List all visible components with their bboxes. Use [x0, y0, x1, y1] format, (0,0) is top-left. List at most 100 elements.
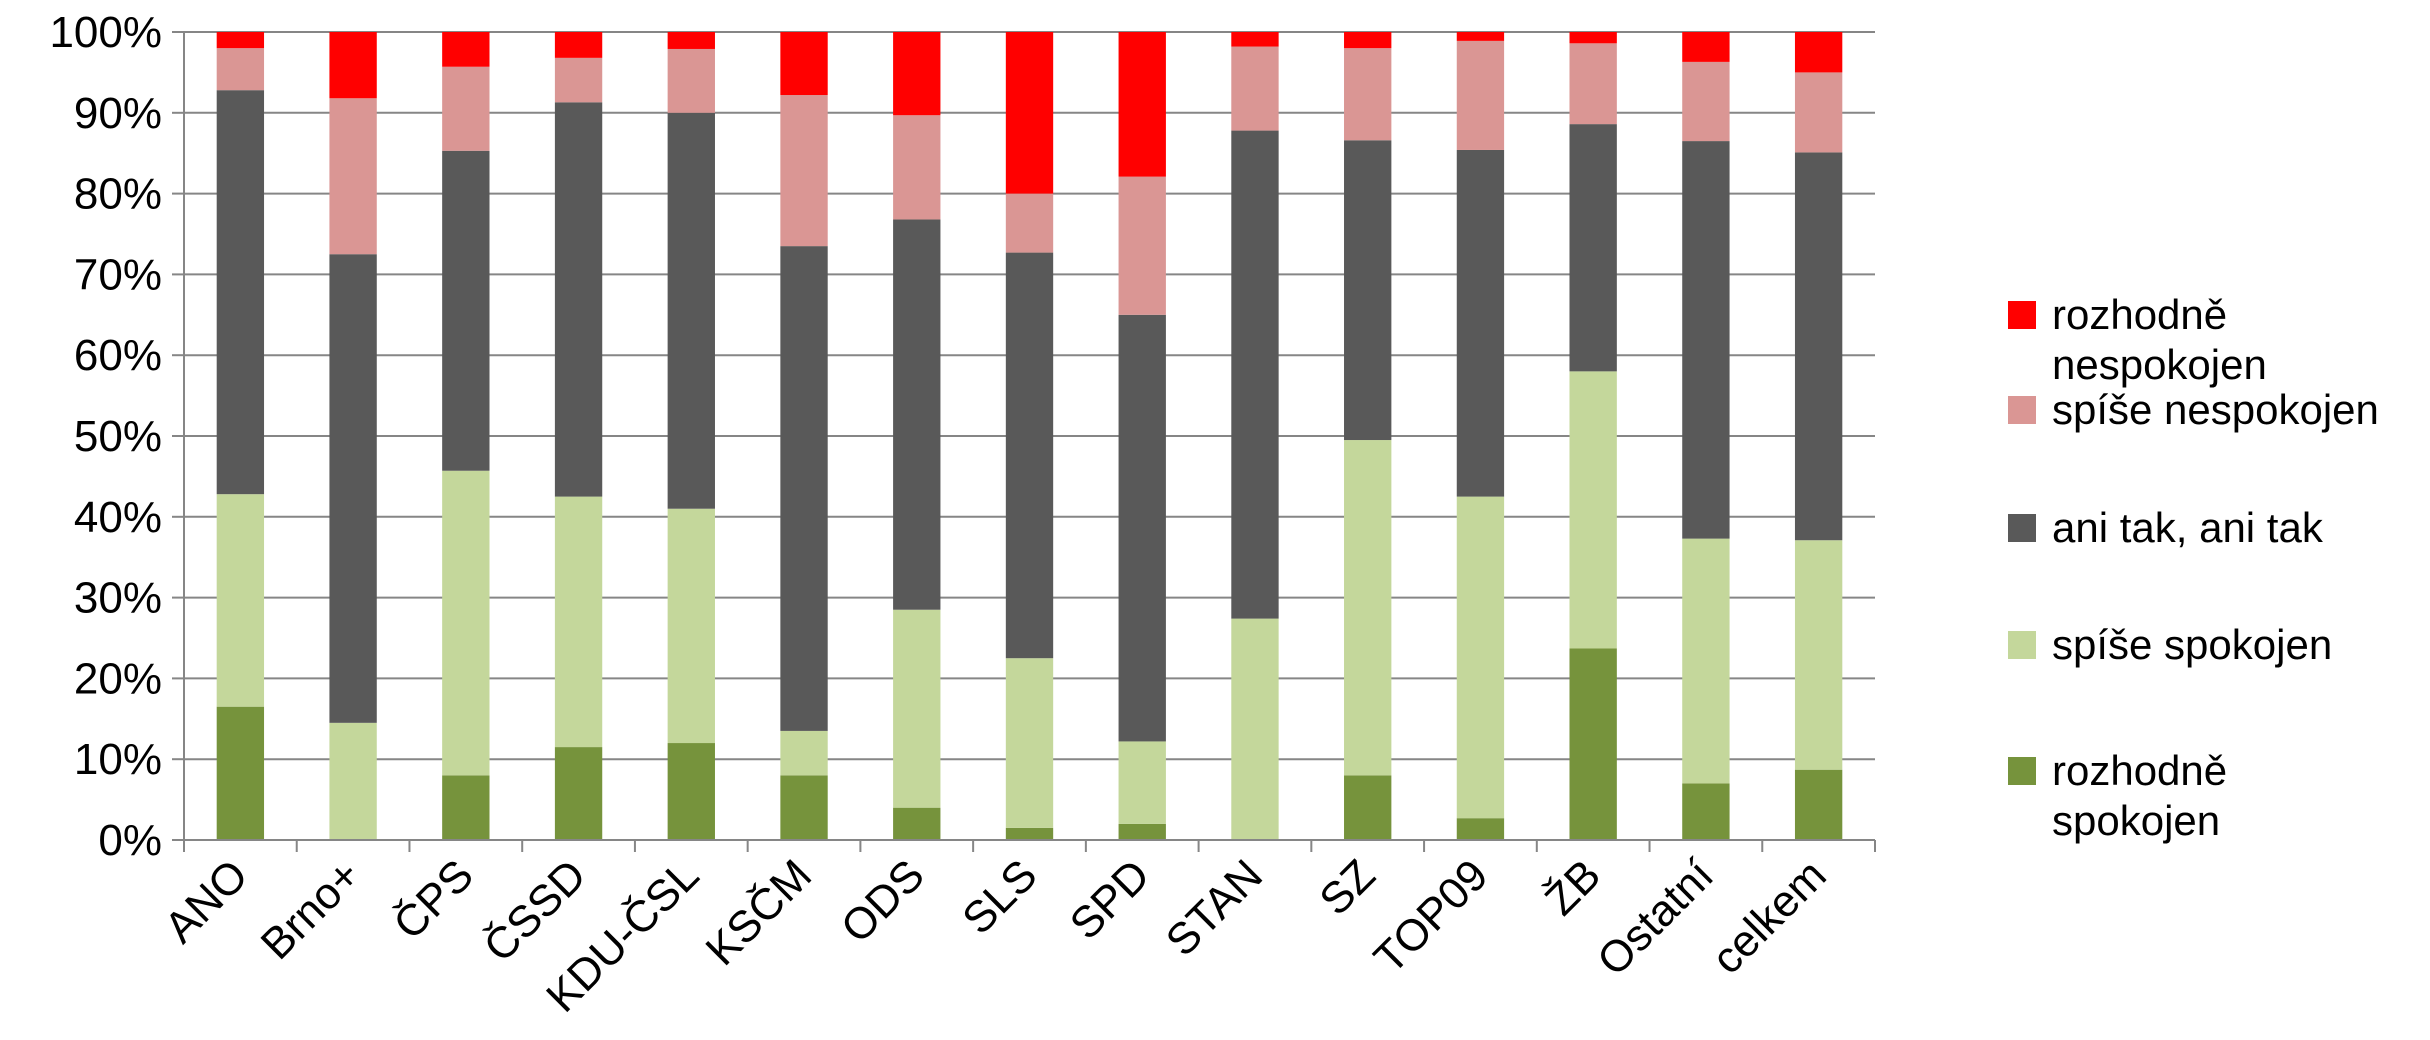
y-tick-label: 80% — [74, 170, 162, 219]
bar-segment — [1118, 823, 1166, 840]
legend-item: rozhodně spokojen — [2008, 747, 2227, 844]
bar-segment — [329, 254, 377, 723]
x-category-label: celkem — [1703, 850, 1836, 983]
legend-label: rozhodně spokojen — [2052, 747, 2227, 844]
bar-segment — [329, 32, 377, 99]
bar-segment — [1344, 775, 1392, 840]
bar-segment — [1456, 32, 1505, 41]
bar-segment — [1344, 48, 1392, 141]
bar-segment — [667, 48, 715, 113]
legend-swatch — [2008, 301, 2036, 329]
bar-segment — [893, 32, 941, 116]
legend-item: rozhodně nespokojen — [2008, 291, 2267, 388]
bar-segment — [1794, 152, 1843, 541]
bar-segment — [442, 150, 490, 471]
bar-segment — [442, 470, 490, 776]
bar-segment — [1569, 124, 1617, 372]
bar-segment — [1231, 32, 1279, 47]
bar-segment — [216, 706, 265, 840]
x-category-label: SZ — [1310, 850, 1384, 924]
x-category-label: Ostatní — [1588, 850, 1723, 985]
bar-segment — [1682, 783, 1730, 840]
y-tick-label: 20% — [74, 654, 162, 703]
x-category-label: SPD — [1061, 850, 1160, 949]
bar-segment — [554, 57, 603, 103]
bar-segment — [893, 115, 941, 220]
bar-segment — [1456, 40, 1505, 150]
bar-segment — [1344, 140, 1392, 441]
bar-segment — [1231, 618, 1279, 840]
bar-segment — [1682, 32, 1730, 62]
bar-segment — [667, 32, 715, 49]
legend-swatch — [2008, 757, 2036, 785]
bar-segment — [1456, 149, 1505, 497]
x-category-label: ANO — [155, 850, 257, 952]
bar-segment — [1456, 496, 1505, 819]
bar-segment — [216, 90, 265, 495]
bar-segment — [893, 807, 941, 840]
bar-segment — [1118, 176, 1166, 315]
bar-segment — [780, 246, 828, 731]
bar-segment — [780, 775, 828, 840]
bar-segment — [554, 102, 603, 497]
x-category-label: TOP09 — [1365, 850, 1498, 983]
legend-swatch — [2008, 396, 2036, 424]
bar-segment — [216, 48, 265, 91]
bar-segment — [1005, 193, 1054, 253]
bar-segment — [329, 722, 377, 840]
y-tick-label: 60% — [74, 331, 162, 380]
bar-segment — [1794, 769, 1843, 840]
bar-segment — [442, 66, 490, 151]
y-axis-ticks: 0% 10% 20% 30% 40% 50% 60% 70% 80% 90% 100% — [49, 8, 184, 865]
bar-segment — [554, 496, 603, 748]
bar-segment — [1794, 540, 1843, 770]
y-tick-label: 40% — [74, 493, 162, 542]
bar-segment — [667, 112, 715, 509]
bar-segment — [780, 32, 828, 96]
legend-item: spíše nespokojen — [2008, 386, 2379, 433]
y-tick-label: 70% — [74, 250, 162, 299]
bar-segment — [1344, 32, 1392, 49]
bar-segment — [1682, 141, 1730, 539]
y-tick-label: 0% — [98, 816, 162, 865]
bar-segment — [216, 494, 265, 707]
bar-segment — [1005, 658, 1054, 828]
bar-segment — [1005, 252, 1054, 659]
bar-segment — [1682, 61, 1730, 142]
bar-segment — [780, 730, 828, 776]
x-category-label: ČPS — [384, 850, 483, 949]
bar-segment — [1569, 43, 1617, 125]
y-tick-label: 50% — [74, 412, 162, 461]
y-tick-label: 30% — [74, 574, 162, 623]
bar-segment — [1005, 827, 1054, 840]
bar-segment — [1569, 371, 1617, 649]
bar-segment — [554, 32, 603, 58]
bar-segment — [1005, 32, 1054, 194]
bar-segment — [1569, 32, 1617, 44]
legend-label: rozhodně nespokojen — [2052, 291, 2267, 388]
legend-item: spíše spokojen — [2008, 621, 2332, 668]
bar-segment — [442, 775, 490, 840]
y-tick-label: 90% — [74, 89, 162, 138]
legend-item: ani tak, ani tak — [2008, 504, 2324, 551]
legend-label: ani tak, ani tak — [2052, 504, 2324, 551]
x-category-label: KSČM — [696, 850, 821, 975]
bar-segment — [442, 32, 490, 67]
x-category-label: SLS — [953, 850, 1046, 943]
x-category-label: ŽB — [1536, 850, 1610, 924]
bar-segment — [1118, 314, 1166, 742]
legend-label: spíše nespokojen — [2052, 386, 2379, 433]
x-category-label: STAN — [1157, 850, 1272, 965]
bar-segment — [780, 95, 828, 247]
x-category-label: ODS — [832, 850, 934, 952]
bar-segment — [1344, 440, 1392, 776]
bar-segment — [1118, 741, 1166, 824]
bar-segment — [667, 743, 715, 840]
bar-segment — [1118, 32, 1166, 177]
bars — [216, 32, 1843, 840]
legend-label: spíše spokojen — [2052, 621, 2332, 668]
